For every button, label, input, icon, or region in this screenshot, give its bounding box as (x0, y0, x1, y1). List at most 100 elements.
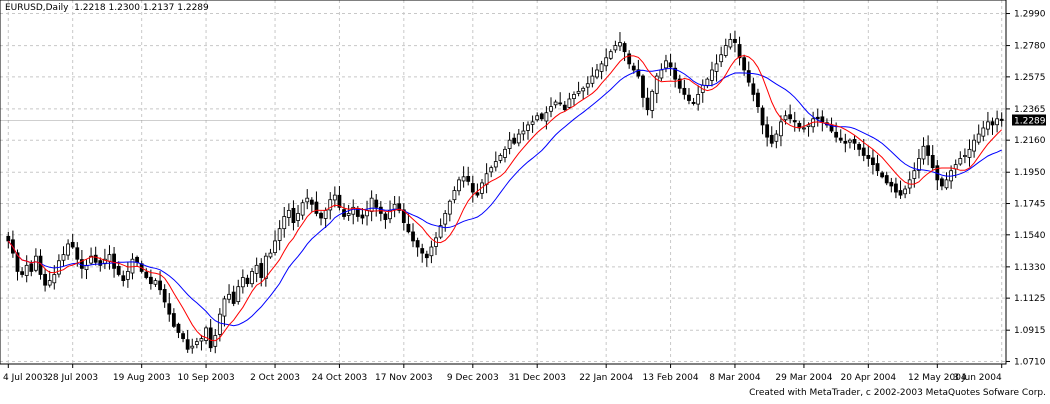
candle-body (898, 190, 903, 196)
candle (217, 308, 222, 342)
candle (535, 112, 540, 122)
candle (802, 117, 806, 133)
candle (236, 279, 241, 305)
x-tick-label: 24 Oct 2003 (312, 373, 368, 383)
candle (940, 176, 944, 191)
candle-body (917, 158, 921, 171)
candle (61, 246, 66, 267)
candle (539, 112, 544, 122)
candle (549, 97, 553, 118)
candle (999, 112, 1004, 127)
y-tick-label: 1.1950 (1014, 168, 1046, 178)
candle (411, 223, 415, 248)
candle-body (273, 240, 277, 253)
candle (162, 284, 167, 308)
candle (452, 186, 457, 204)
candle-body (912, 170, 917, 179)
candle (20, 267, 24, 278)
candle (526, 121, 530, 140)
candle-body (581, 87, 586, 92)
candle-body (903, 188, 908, 195)
candle-body (783, 115, 788, 121)
candle (33, 248, 38, 273)
candle (875, 154, 880, 176)
current-price-tag: 1.2289 (1012, 114, 1046, 127)
candle (746, 61, 751, 87)
candle-body (70, 241, 75, 248)
x-tick-label: 13 Feb 2004 (643, 373, 699, 383)
candle-body (618, 42, 622, 47)
candle (599, 60, 604, 80)
candle-body (406, 223, 411, 233)
candle-body (664, 60, 668, 69)
candle (512, 133, 517, 145)
candle (406, 213, 411, 234)
candle-body (240, 277, 245, 288)
candle (756, 88, 760, 113)
candle (986, 111, 990, 136)
candle-body (705, 78, 710, 86)
candle (567, 92, 572, 110)
candle (328, 192, 333, 220)
candle-body (162, 289, 167, 303)
candle-body (792, 120, 797, 123)
candle-body (93, 254, 98, 263)
candle-body (553, 101, 558, 106)
candle (204, 325, 208, 345)
x-tick-label: 31 Dec 2003 (508, 373, 566, 383)
candle (489, 165, 494, 178)
candle-body (277, 228, 282, 241)
x-tick-label: 28 Jul 2003 (47, 373, 98, 383)
candle-body (397, 203, 402, 211)
candle-body (89, 255, 93, 264)
candle-body (963, 155, 967, 158)
candle (47, 270, 52, 288)
candle-body (604, 57, 609, 67)
candle (176, 322, 181, 339)
y-tick-label: 1.2160 (1014, 136, 1046, 146)
candle (70, 233, 75, 249)
candle-body (346, 213, 351, 216)
candle (190, 338, 195, 354)
candle-body (751, 83, 756, 95)
candle-body (61, 254, 66, 261)
candle-body (746, 70, 751, 83)
candle-body (769, 134, 774, 144)
candle (995, 110, 1000, 133)
candle-body (351, 206, 356, 215)
candle (682, 79, 687, 100)
candle-body (332, 194, 337, 201)
candle-body (153, 280, 158, 285)
candle-body (696, 94, 701, 105)
candle-body (286, 209, 291, 218)
candle-body (424, 253, 429, 259)
candle-body (894, 183, 898, 193)
candle-body (926, 145, 931, 156)
candle (360, 208, 365, 225)
candle (254, 257, 259, 283)
candle (673, 62, 678, 88)
candle (852, 135, 857, 150)
candle-body (995, 118, 1000, 126)
candle (245, 274, 250, 287)
candle (429, 240, 434, 264)
candle-body (447, 200, 452, 215)
candle (590, 67, 595, 88)
candle-body (981, 127, 986, 137)
candle (314, 191, 319, 217)
candle-body (687, 94, 691, 101)
candle (66, 239, 70, 260)
candle (894, 177, 898, 199)
candle-body (250, 271, 254, 285)
candle (346, 204, 351, 221)
candle-body (815, 116, 820, 120)
candle (760, 105, 765, 135)
candle (944, 172, 949, 190)
candle (710, 61, 714, 87)
candle-body (489, 167, 494, 173)
candle-body (756, 92, 760, 108)
candle-body (452, 190, 457, 201)
candle (884, 171, 889, 186)
